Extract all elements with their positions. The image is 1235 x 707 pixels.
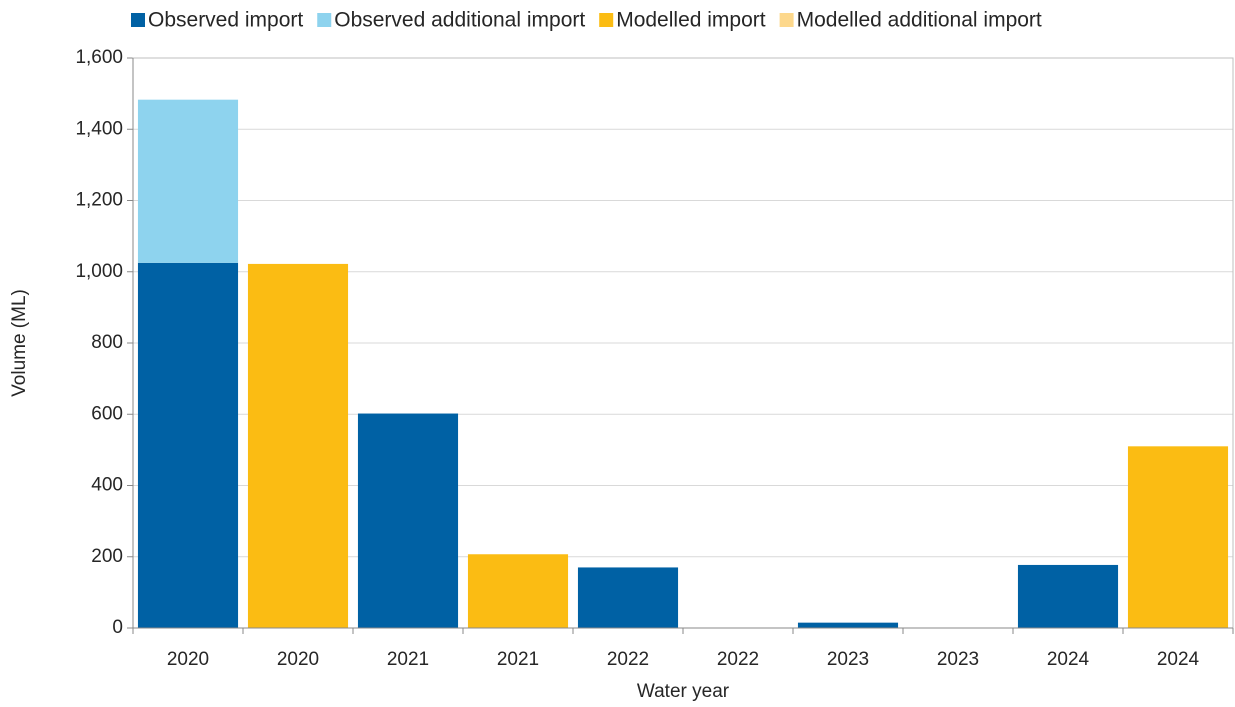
legend-label: Observed import (148, 9, 303, 32)
bar (137, 99, 239, 263)
y-tick-label: 600 (91, 403, 123, 424)
x-tick-label: 2020 (167, 649, 209, 670)
x-axis-label: Water year (637, 681, 730, 702)
legend-label: Modelled additional import (797, 9, 1042, 32)
x-tick-label: 2024 (1157, 649, 1200, 670)
x-tick-label: 2023 (827, 649, 869, 670)
bar (797, 622, 899, 628)
y-tick-label: 1,400 (75, 118, 123, 139)
legend-label: Observed additional import (334, 9, 585, 32)
bar (137, 262, 239, 628)
bar (577, 567, 679, 628)
x-tick-label: 2020 (277, 649, 319, 670)
bar (357, 413, 459, 628)
y-tick-label: 1,600 (75, 47, 123, 68)
y-tick-label: 400 (91, 475, 123, 496)
x-tick-label: 2023 (937, 649, 979, 670)
y-tick-label: 1,200 (75, 190, 123, 211)
y-tick-label: 1,000 (75, 261, 123, 282)
bar (1127, 446, 1229, 628)
x-tick-label: 2022 (607, 649, 649, 670)
x-tick-label: 2022 (717, 649, 759, 670)
y-axis-label: Volume (ML) (9, 289, 30, 397)
bar (1017, 564, 1119, 628)
y-tick-label: 200 (91, 546, 123, 567)
y-tick-label: 0 (112, 617, 123, 638)
x-tick-label: 2021 (387, 649, 429, 670)
x-tick-label: 2021 (497, 649, 539, 670)
legend-swatch (131, 13, 145, 27)
legend-swatch (317, 13, 332, 27)
x-tick-label: 2024 (1047, 649, 1090, 670)
bar (247, 263, 349, 628)
legend-swatch (779, 13, 794, 27)
y-tick-label: 800 (91, 332, 123, 353)
legend-label: Modelled import (616, 9, 766, 32)
legend-swatch (599, 13, 614, 27)
bar (467, 554, 569, 628)
